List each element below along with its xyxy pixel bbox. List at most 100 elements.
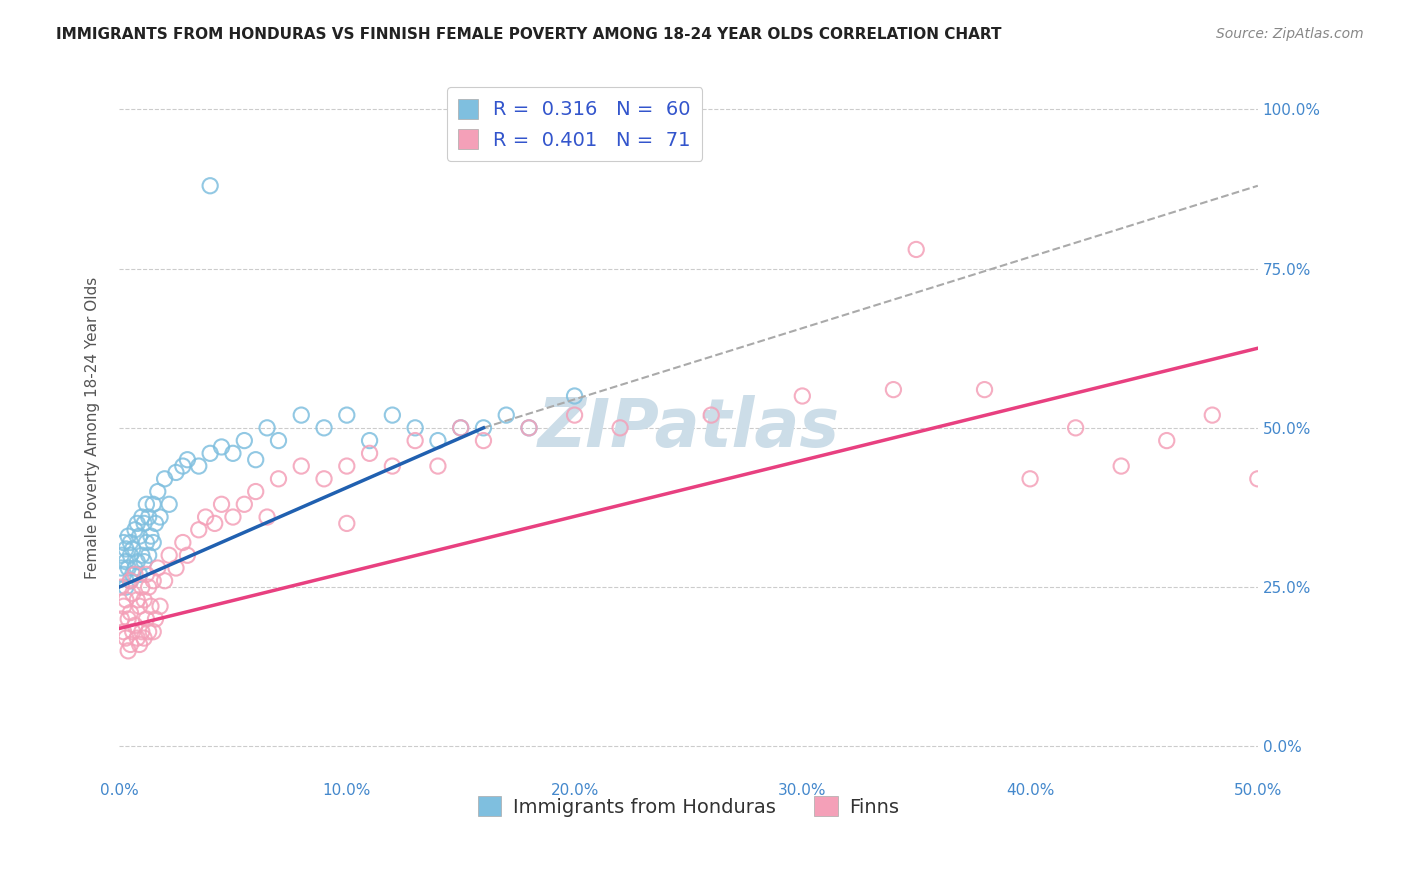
Point: [609, 421, 631, 435]
Point: [472, 421, 495, 435]
Point: [187, 459, 209, 474]
Point: [127, 555, 149, 569]
Point: [245, 452, 267, 467]
Point: [115, 580, 138, 594]
Point: [336, 459, 359, 474]
Point: [149, 510, 172, 524]
Point: [233, 434, 256, 448]
Point: [517, 421, 540, 435]
Point: [135, 567, 157, 582]
Point: [142, 574, 165, 588]
Point: [110, 580, 132, 594]
Point: [120, 606, 142, 620]
Point: [145, 516, 167, 531]
Point: [153, 574, 176, 588]
Point: [256, 421, 278, 435]
Point: [115, 555, 138, 569]
Point: [700, 408, 723, 422]
Point: [117, 529, 139, 543]
Point: [131, 548, 153, 562]
Point: [138, 548, 160, 562]
Point: [112, 535, 135, 549]
Point: [157, 548, 180, 562]
Point: [120, 574, 142, 588]
Point: [153, 472, 176, 486]
Point: [121, 586, 143, 600]
Point: [1156, 434, 1178, 448]
Point: [211, 440, 233, 454]
Point: [115, 592, 138, 607]
Point: [135, 612, 157, 626]
Point: [404, 434, 426, 448]
Point: [204, 516, 226, 531]
Point: [176, 548, 198, 562]
Point: [517, 421, 540, 435]
Point: [245, 484, 267, 499]
Point: [450, 421, 472, 435]
Legend: Immigrants from Honduras, Finns: Immigrants from Honduras, Finns: [470, 789, 907, 824]
Point: [882, 383, 904, 397]
Point: [117, 561, 139, 575]
Point: [198, 178, 221, 193]
Point: [198, 446, 221, 460]
Point: [135, 535, 157, 549]
Point: [381, 459, 404, 474]
Point: [124, 618, 146, 632]
Point: [121, 624, 143, 639]
Point: [267, 472, 290, 486]
Point: [336, 408, 359, 422]
Point: [139, 599, 162, 614]
Text: Source: ZipAtlas.com: Source: ZipAtlas.com: [1216, 27, 1364, 41]
Point: [211, 497, 233, 511]
Point: [112, 624, 135, 639]
Point: [117, 612, 139, 626]
Point: [124, 561, 146, 575]
Point: [131, 624, 153, 639]
Point: [1064, 421, 1087, 435]
Point: [450, 421, 472, 435]
Point: [120, 574, 142, 588]
Point: [139, 529, 162, 543]
Point: [132, 592, 155, 607]
Point: [165, 466, 187, 480]
Point: [142, 497, 165, 511]
Point: [149, 599, 172, 614]
Point: [132, 516, 155, 531]
Point: [127, 631, 149, 645]
Point: [132, 555, 155, 569]
Point: [359, 446, 381, 460]
Point: [112, 599, 135, 614]
Point: [131, 580, 153, 594]
Point: [157, 497, 180, 511]
Point: [112, 567, 135, 582]
Point: [165, 561, 187, 575]
Point: [267, 434, 290, 448]
Point: [792, 389, 814, 403]
Point: [426, 434, 449, 448]
Point: [120, 548, 142, 562]
Point: [128, 567, 150, 582]
Point: [426, 459, 449, 474]
Point: [142, 535, 165, 549]
Point: [222, 446, 245, 460]
Point: [110, 612, 132, 626]
Point: [176, 452, 198, 467]
Point: [127, 592, 149, 607]
Point: [1247, 472, 1270, 486]
Point: [124, 523, 146, 537]
Point: [146, 484, 169, 499]
Point: [120, 637, 142, 651]
Point: [973, 383, 995, 397]
Point: [145, 612, 167, 626]
Point: [359, 434, 381, 448]
Point: [135, 497, 157, 511]
Point: [1109, 459, 1132, 474]
Point: [128, 529, 150, 543]
Point: [146, 561, 169, 575]
Point: [120, 535, 142, 549]
Point: [905, 243, 928, 257]
Point: [290, 408, 312, 422]
Text: IMMIGRANTS FROM HONDURAS VS FINNISH FEMALE POVERTY AMONG 18-24 YEAR OLDS CORRELA: IMMIGRANTS FROM HONDURAS VS FINNISH FEMA…: [56, 27, 1001, 42]
Point: [381, 408, 404, 422]
Point: [472, 434, 495, 448]
